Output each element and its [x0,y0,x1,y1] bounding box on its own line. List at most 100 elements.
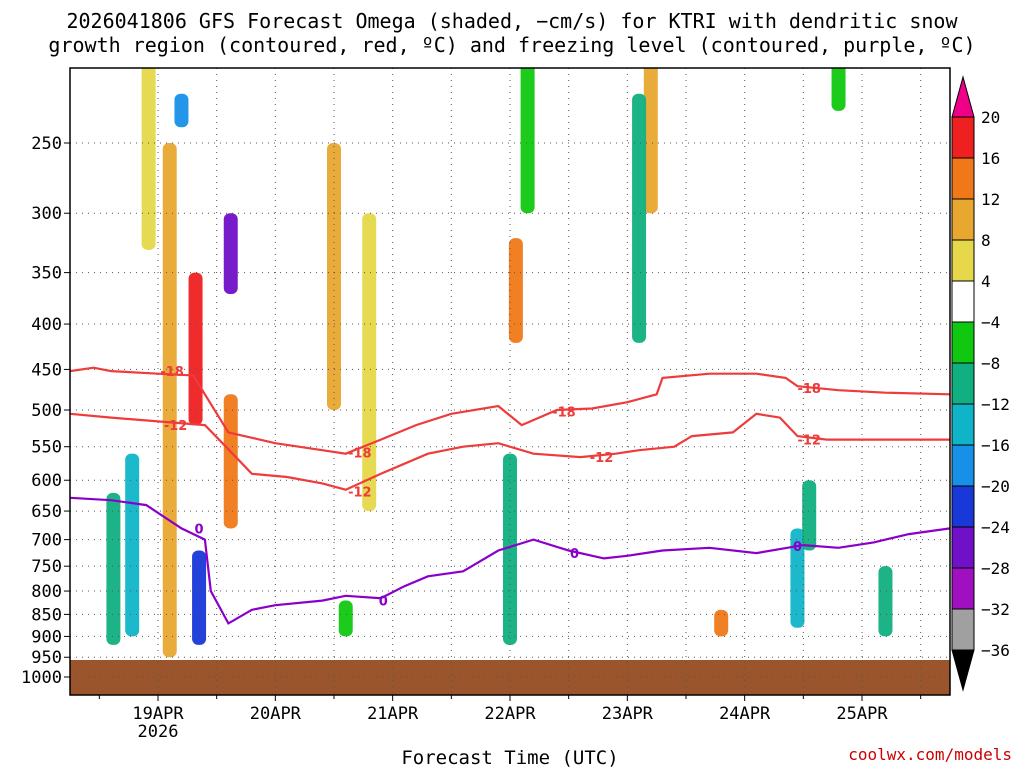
x-axis-label: Forecast Time (UTC) [401,747,618,768]
contour-label--12-0: -12 [164,419,188,434]
colorbar-label-3: 8 [981,231,991,250]
y-tick-label-500: 500 [31,401,62,421]
y-tick-label-900: 900 [31,627,62,647]
colorbar-label-1: 16 [981,149,1000,168]
contour-label-0-0: 0 [195,522,204,537]
colorbar-band-2 [951,198,975,241]
y-tick-label-450: 450 [31,360,62,380]
y-tick-label-700: 700 [31,531,62,551]
contour--18 [70,366,950,455]
contour-label--12-3: -12 [797,434,821,449]
contour-label--12-2: -12 [590,451,614,466]
temperature-contours: -18 -18 -18 -18 -12 -12 -12 -12 0 0 0 0 [70,365,950,625]
y-tick-label-400: 400 [31,315,62,335]
credit-text: coolwx.com/models [848,745,1012,764]
colorbar-label-8: −16 [981,436,1010,455]
colorbar-band-5 [951,321,975,364]
omega-region-13 [503,453,517,645]
omega-region-4 [174,93,189,128]
x-tick-label-24APR: 24APR [719,704,771,724]
x-tick-label-23APR: 23APR [602,704,654,724]
omega-region-8 [223,394,238,529]
omega-region-3 [162,143,177,658]
omega-shading [106,68,893,658]
omega-region-20 [831,68,846,111]
y-tick-label-300: 300 [31,204,62,224]
contour-label-0-3: 0 [793,540,802,555]
y-tick-label-750: 750 [31,557,62,577]
y-tick-label-600: 600 [31,471,62,491]
x-tick-sublabel-19APR: 2026 [138,722,179,742]
y-tick-label-250: 250 [31,134,62,154]
omega-region-18 [790,528,805,628]
colorbar-band-1 [951,157,975,200]
contour-label-0-2: 0 [570,547,579,562]
omega-region-11 [338,600,353,637]
colorbar-label-0: 20 [981,108,1000,127]
colorbar-band-4 [951,280,975,323]
colorbar-label-2: 12 [981,190,1000,209]
omega-region-14 [520,68,535,214]
y-tick-label-350: 350 [31,264,62,284]
colorbar-label-5: −4 [981,313,1000,332]
colorbar-band-10 [951,526,975,569]
contour--12 [70,412,950,491]
omega-region-6 [192,550,207,645]
omega-region-2 [141,68,156,250]
colorbar-band-7 [951,403,975,446]
omega-region-1 [125,453,140,637]
omega-region-12 [508,238,523,343]
colorbar-arrow-bottom [951,649,975,692]
colorbar-band-3 [951,239,975,282]
omega-region-7 [223,213,238,295]
omega-region-5 [188,272,203,426]
colorbar-label-13: −36 [981,641,1010,660]
omega-region-15 [643,68,658,214]
omega-region-21 [878,566,893,637]
omega-region-0 [106,492,121,645]
y-tick-label-950: 950 [31,648,62,668]
ground-layer [70,660,950,695]
plot-area: -18 -18 -18 -18 -12 -12 -12 -12 0 0 0 0 [69,67,951,696]
x-tick-label-19APR: 19APR [132,704,184,724]
x-tick-label-22APR: 22APR [484,704,536,724]
y-tick-label-1000: 1000 [21,668,62,688]
colorbar-label-12: −32 [981,600,1010,619]
x-tick-label-25APR: 25APR [836,704,888,724]
colorbar-band-12 [951,608,975,651]
contour-label-0-1: 0 [379,595,388,610]
contour-label--18-0: -18 [160,365,184,380]
chart-title-line-2: growth region (contoured, red, ºC) and f… [48,33,975,57]
colorbar-band-8 [951,444,975,487]
colorbar-arrow-top [951,75,975,118]
colorbar: 20 16 12 8 4 −4 −8 −12 −16 −20 −24 −28 −32 −36 [951,75,1010,692]
pressure-axis: 2503003504004505005506006507007508008509… [21,134,70,688]
x-tick-label-21APR: 21APR [367,704,419,724]
colorbar-label-11: −28 [981,559,1010,578]
colorbar-label-9: −20 [981,477,1010,496]
contour-label--18-3: -18 [797,382,821,397]
colorbar-label-6: −8 [981,354,1000,373]
contour-label--12-1: -12 [348,486,372,501]
y-tick-label-550: 550 [31,438,62,458]
omega-region-16 [632,93,647,343]
contour-0 [70,496,950,625]
colorbar-band-11 [951,567,975,610]
colorbar-band-6 [951,362,975,405]
omega-region-19 [802,480,817,551]
y-tick-label-800: 800 [31,582,62,602]
contour-label--18-1: -18 [348,446,372,461]
colorbar-label-10: −24 [981,518,1010,537]
y-tick-label-850: 850 [31,605,62,625]
omega-region-17 [714,609,729,637]
colorbar-band-9 [951,485,975,528]
colorbar-band-0 [951,116,975,159]
colorbar-label-7: −12 [981,395,1010,414]
x-tick-label-20APR: 20APR [250,704,302,724]
grid-lines [70,68,950,695]
contour-label--18-2: -18 [552,406,576,421]
omega-region-9 [327,143,341,410]
chart-title-line-1: 2026041806 GFS Forecast Omega (shaded, −… [66,9,958,33]
